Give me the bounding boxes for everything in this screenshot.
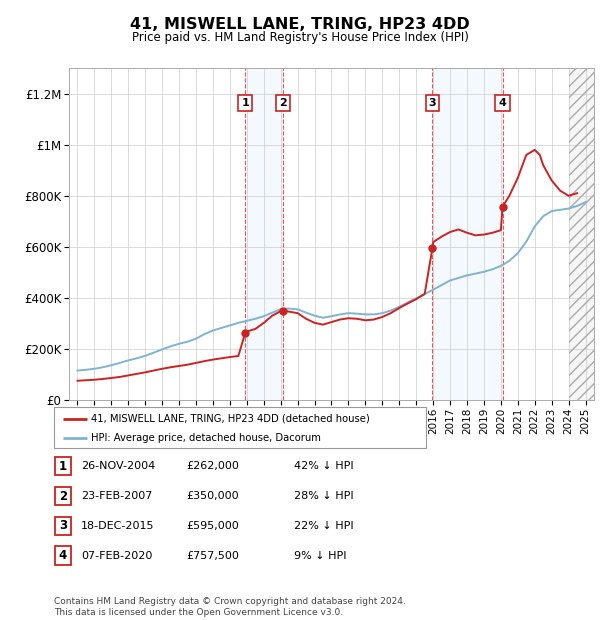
Text: £350,000: £350,000 — [186, 491, 239, 501]
Text: 2: 2 — [59, 490, 67, 502]
Text: 1: 1 — [59, 460, 67, 472]
Text: 07-FEB-2020: 07-FEB-2020 — [81, 551, 152, 560]
Text: 4: 4 — [59, 549, 67, 562]
Text: £262,000: £262,000 — [186, 461, 239, 471]
Text: 23-FEB-2007: 23-FEB-2007 — [81, 491, 152, 501]
Text: 26-NOV-2004: 26-NOV-2004 — [81, 461, 155, 471]
Text: £595,000: £595,000 — [186, 521, 239, 531]
FancyBboxPatch shape — [55, 457, 71, 476]
Bar — [569, 68, 594, 400]
Text: HPI: Average price, detached house, Dacorum: HPI: Average price, detached house, Daco… — [91, 433, 321, 443]
Text: 18-DEC-2015: 18-DEC-2015 — [81, 521, 155, 531]
Text: Contains HM Land Registry data © Crown copyright and database right 2024.
This d: Contains HM Land Registry data © Crown c… — [54, 598, 406, 617]
FancyBboxPatch shape — [55, 546, 71, 565]
Text: 22% ↓ HPI: 22% ↓ HPI — [294, 521, 353, 531]
Text: Price paid vs. HM Land Registry's House Price Index (HPI): Price paid vs. HM Land Registry's House … — [131, 31, 469, 44]
Bar — [433, 68, 503, 400]
Text: 42% ↓ HPI: 42% ↓ HPI — [294, 461, 353, 471]
Text: 41, MISWELL LANE, TRING, HP23 4DD: 41, MISWELL LANE, TRING, HP23 4DD — [130, 17, 470, 32]
Text: 3: 3 — [428, 98, 436, 108]
FancyBboxPatch shape — [55, 516, 71, 535]
Text: 3: 3 — [59, 520, 67, 532]
FancyBboxPatch shape — [54, 407, 426, 448]
Text: 4: 4 — [499, 98, 506, 108]
Bar — [569, 68, 594, 400]
Bar — [245, 68, 283, 400]
Text: 2: 2 — [280, 98, 287, 108]
FancyBboxPatch shape — [55, 487, 71, 505]
Text: 9% ↓ HPI: 9% ↓ HPI — [294, 551, 347, 560]
Text: 28% ↓ HPI: 28% ↓ HPI — [294, 491, 353, 501]
Text: 1: 1 — [241, 98, 249, 108]
Text: 41, MISWELL LANE, TRING, HP23 4DD (detached house): 41, MISWELL LANE, TRING, HP23 4DD (detac… — [91, 414, 370, 423]
Text: £757,500: £757,500 — [186, 551, 239, 560]
